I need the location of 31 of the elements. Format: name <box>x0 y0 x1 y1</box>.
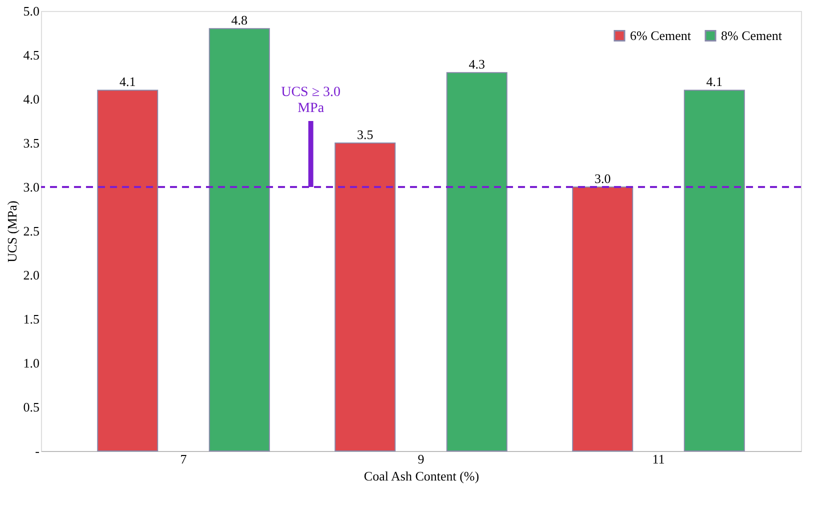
annotation: UCS ≥ 3.0 MPa <box>281 85 341 116</box>
data-label: 3.0 <box>594 171 611 186</box>
y-axis-title: UCS (MPa) <box>4 200 20 262</box>
bar <box>97 90 158 452</box>
bar <box>208 28 270 452</box>
legend-label: 8% Cement <box>721 28 782 43</box>
y-tick-label: 2.0 <box>23 268 40 282</box>
y-tick-label: 3.5 <box>23 136 40 150</box>
y-tick-label: 1.5 <box>23 312 40 326</box>
y-tick-label: 3.0 <box>23 180 40 194</box>
data-label: 4.8 <box>231 12 248 28</box>
x-axis-title: Coal Ash Content (%) <box>364 468 480 484</box>
bar <box>334 142 396 452</box>
y-tick-label: 2.5 <box>23 224 40 238</box>
data-label: 4.1 <box>119 74 136 90</box>
bar <box>446 72 508 452</box>
x-tick-label: 11 <box>652 452 665 466</box>
y-tick-label: 0.5 <box>23 400 40 414</box>
legend-label: 6% Cement <box>630 28 692 43</box>
data-label: 4.1 <box>706 74 723 90</box>
bar <box>572 186 634 452</box>
y-tick-label: 4.0 <box>23 92 40 106</box>
x-tick-label: 7 <box>180 452 188 466</box>
y-tick-label: 1.0 <box>23 356 40 370</box>
x-tick-label: 9 <box>418 452 424 466</box>
y-tick-label: 5.0 <box>23 4 40 18</box>
y-tick-label: - <box>35 444 40 458</box>
data-label: 3.5 <box>356 127 374 142</box>
y-tick-label: 4.5 <box>23 48 40 62</box>
bar <box>684 90 745 452</box>
data-label: 4.3 <box>468 56 486 72</box>
